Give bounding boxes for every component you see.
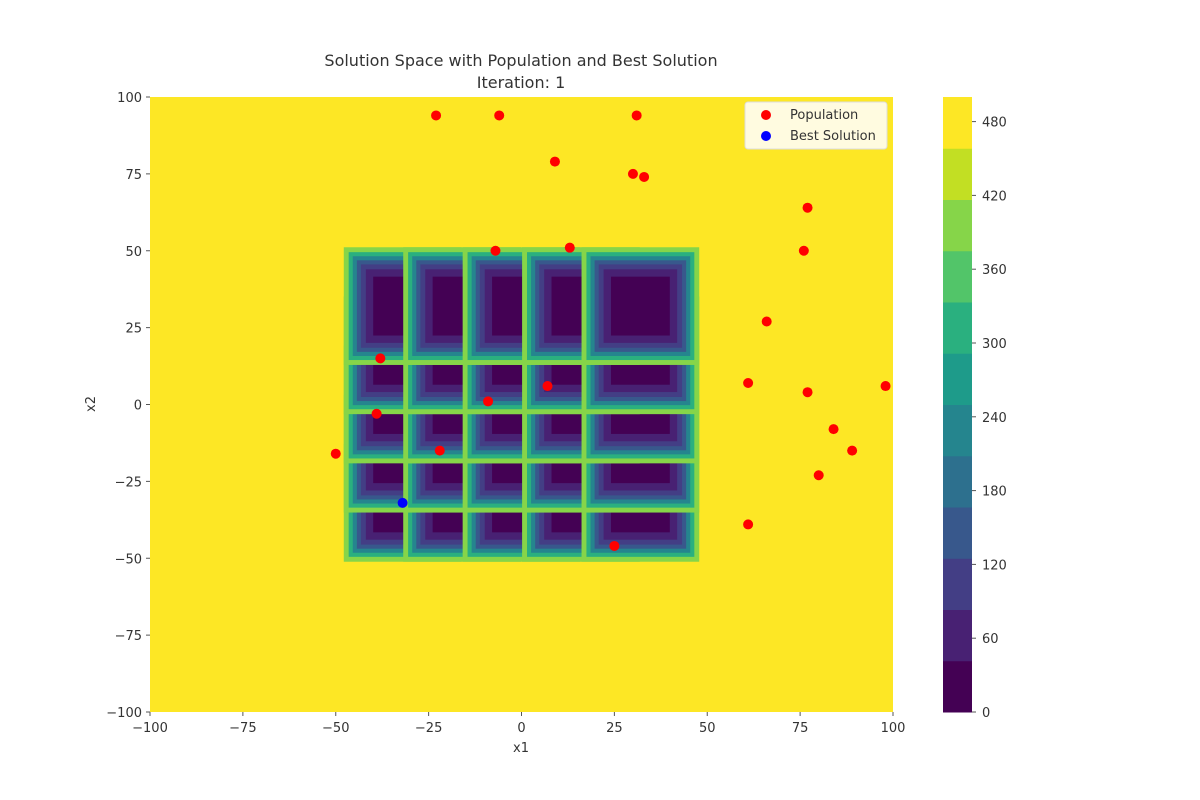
chart-subtitle: Iteration: 1 [477,73,566,92]
legend-marker-population [761,110,771,120]
y-tick-label: 25 [125,322,142,337]
colorbar-tick-label: 300 [982,337,1007,352]
population-point [549,156,560,167]
colorbar-band [943,97,972,149]
population-point [564,242,575,253]
colorbar-tick-label: 420 [982,189,1007,204]
y-tick-label: −50 [115,552,142,567]
legend-label-population: Population [790,108,858,123]
population-point [802,202,813,213]
population-point [542,381,553,392]
x-tick-label: −25 [415,721,442,736]
scatter-points [330,110,891,551]
population-point [483,396,494,407]
population-point [375,353,386,364]
legend: Population Best Solution [744,101,888,150]
best-solution-point [397,497,408,508]
population-point [609,540,620,551]
x-tick-label: −50 [322,721,349,736]
colorbar-tick-label: 240 [982,411,1007,426]
population-point [627,168,638,179]
x-tick-label: 75 [792,721,809,736]
population-point [880,381,891,392]
x-tick-label: 0 [517,721,525,736]
legend-label-best-solution: Best Solution [790,129,876,144]
y-axis-ticks: −100 −75 −50 −25 0 25 50 75 100 [106,91,150,721]
y-tick-label: −100 [106,706,142,721]
population-point [330,448,341,459]
contour-well-4-4 [581,247,700,365]
y-tick-label: 50 [125,245,142,260]
colorbar: 0 60 120 180 240 300 360 420 480 [943,97,1007,721]
colorbar-tick-label: 120 [982,558,1007,573]
population-point [743,519,754,530]
colorbar-band [943,507,972,559]
colorbar-band [943,609,972,662]
colorbar-tick-label: 60 [982,632,999,647]
population-point [371,408,382,419]
population-point [802,387,813,398]
x-tick-label: −100 [132,721,168,736]
population-point [798,245,809,256]
colorbar-band [943,353,972,405]
x-tick-label: 50 [699,721,716,736]
population-point [743,377,754,388]
population-point [431,110,442,121]
x-tick-label: 25 [606,721,623,736]
colorbar-band [943,660,972,713]
population-point [813,470,824,481]
y-tick-label: −75 [115,629,142,644]
x-tick-label: −75 [229,721,256,736]
population-point [639,171,650,182]
population-point [434,445,445,456]
x-tick-label: 100 [881,721,906,736]
colorbar-tick-label: 0 [982,706,990,721]
colorbar-band [943,199,972,252]
contour-band [610,276,670,336]
y-axis-label: x2 [84,396,99,412]
colorbar-band [943,455,972,508]
legend-marker-best-solution [761,131,771,141]
population-point [494,110,505,121]
colorbar-band [943,404,972,457]
y-tick-label: −25 [115,475,142,490]
legend-box [744,101,888,150]
contour-wells [343,247,700,562]
population-point [490,245,501,256]
y-tick-label: 75 [125,168,142,183]
y-tick-label: 0 [134,399,142,414]
population-point [847,445,858,456]
y-tick-label: 100 [117,91,142,106]
x-axis-ticks: −100 −75 −50 −25 0 25 50 75 100 [132,712,905,736]
population-point [761,316,772,327]
colorbar-tick-label: 180 [982,485,1007,500]
colorbar-band [943,558,972,610]
chart-title: Solution Space with Population and Best … [324,51,717,70]
colorbar-tick-label: 480 [982,116,1007,131]
colorbar-band [943,148,972,200]
colorbar-tick-label: 360 [982,263,1007,278]
population-point [828,424,839,435]
colorbar-band [943,250,972,303]
colorbar-band [943,302,972,354]
x-axis-label: x1 [513,741,529,756]
population-point [631,110,642,121]
